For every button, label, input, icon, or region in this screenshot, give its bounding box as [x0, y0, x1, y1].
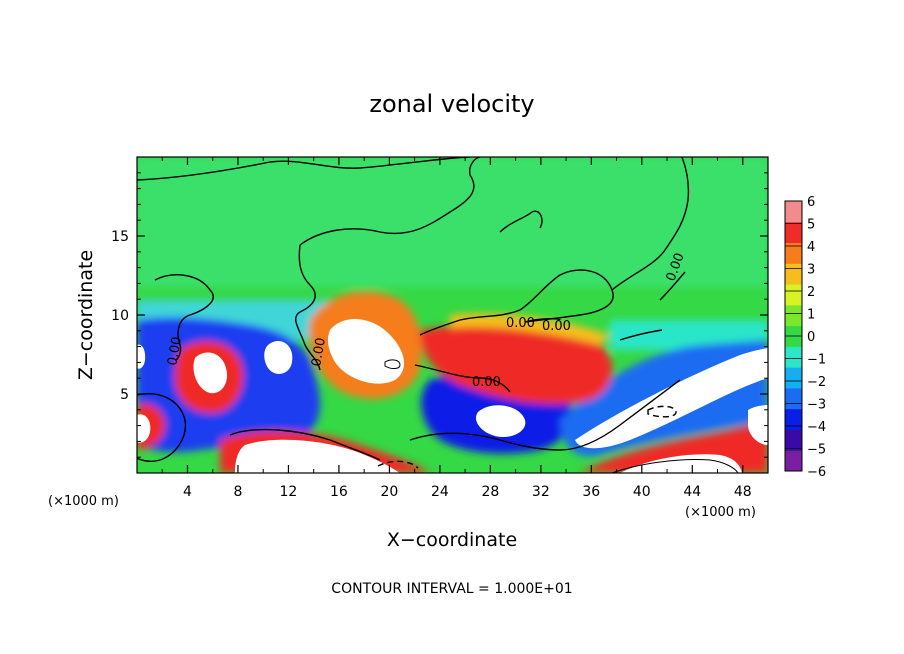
y-tick-label: 15 [111, 229, 129, 245]
white-core-bottom-right [620, 454, 742, 473]
colorbar-tick-label: 0 [807, 330, 815, 345]
colorbar-swatch [785, 284, 802, 306]
colorbar-tick-label: −3 [807, 398, 826, 413]
white-core-left-edge [137, 414, 151, 443]
contour-dashed-1 [647, 405, 677, 418]
colorbar-tick-label: 6 [807, 195, 815, 210]
x-tick-label: 36 [582, 484, 600, 500]
upper-green-band [137, 157, 768, 287]
x-tick-label: 4 [183, 484, 192, 500]
colorbar-swatch [785, 346, 802, 368]
colorbar-swatch [785, 367, 802, 389]
colorbar-swatch [785, 387, 802, 410]
x-tick-label: 16 [330, 484, 348, 500]
white-core-left2 [264, 341, 293, 374]
colorbar-swatch [785, 221, 802, 244]
x-tick-label: 24 [431, 484, 449, 500]
contour-small-oval [384, 359, 401, 369]
x-tick-label: 48 [734, 484, 752, 500]
colorbar-tick-label: −4 [807, 420, 826, 435]
red-band-right [420, 325, 613, 405]
y-tick-label: 10 [111, 308, 129, 324]
colorbar-tick-label: 5 [807, 218, 815, 233]
x-tick-label: 32 [532, 484, 550, 500]
x-tick-label: 8 [233, 484, 242, 500]
white-core-left [193, 352, 228, 394]
colorbar-tick-label: −6 [807, 465, 826, 480]
colorbar-swatch [785, 242, 802, 264]
contour-interval-text: CONTOUR INTERVAL = 1.000E+01 [331, 581, 572, 597]
zero-contours [137, 157, 739, 473]
x-axis-ticks: 4 8 12 16 20 24 28 32 36 40 44 48 [161, 157, 752, 500]
contour-right [619, 271, 686, 341]
colorbar-tick-label: 1 [807, 308, 815, 323]
y-axis-label: Z−coordinate [75, 250, 97, 380]
colorbar-swatch [785, 263, 802, 285]
x-tick-label: 28 [481, 484, 499, 500]
contour-dashed-2 [377, 460, 419, 469]
white-core-right-edge [748, 405, 768, 445]
x-tick-label: 12 [280, 484, 298, 500]
orange-band-right [450, 313, 610, 345]
x-axis-label: X−coordinate [387, 529, 517, 551]
contour-lower-left [137, 393, 187, 462]
x-unit-left: (×1000 m) [48, 494, 119, 509]
contour-label: 0.00 [542, 319, 571, 334]
colorbar-tick-label: −1 [807, 353, 826, 368]
contour-upper [137, 157, 471, 181]
contour-main [154, 157, 690, 371]
x-unit-right: (×1000 m) [685, 505, 756, 520]
colorbar-tick-label: −2 [807, 375, 826, 390]
contour-label: 0.00 [309, 337, 329, 368]
colorbar-swatch [785, 429, 802, 451]
y-axis-ticks: 5 10 15 [111, 172, 768, 458]
contour-bottom-right [611, 459, 739, 473]
chart-title: zonal velocity [369, 90, 534, 118]
x-tick-label: 44 [683, 484, 701, 500]
white-core-mid [475, 405, 526, 438]
y-tick-label: 5 [120, 387, 129, 403]
x-tick-label: 20 [380, 484, 398, 500]
colorbar-swatch [785, 408, 802, 430]
contour-label: 0.00 [165, 336, 185, 367]
contour-mid [414, 364, 511, 393]
white-core-lower [235, 439, 400, 473]
colorbar-tick-label: −5 [807, 443, 826, 458]
plot-area [137, 157, 768, 473]
contour-label: 0.00 [506, 316, 535, 331]
colorbar-tick-label: 3 [807, 263, 815, 278]
colorbar-swatch [785, 304, 802, 327]
colorbar-tick-label: 2 [807, 285, 815, 300]
contour-lower [229, 379, 681, 461]
colorbar-tick-label: 4 [807, 240, 815, 255]
white-core-center [327, 319, 405, 384]
x-tick-label: 40 [633, 484, 651, 500]
colorbar-swatch [785, 201, 802, 223]
colorbar: 6 5 4 3 2 1 0 −1 −2 −3 −4 −5 −6 [784, 195, 826, 480]
contour-label: 0.00 [472, 375, 501, 390]
colorbar-swatch [785, 450, 802, 472]
